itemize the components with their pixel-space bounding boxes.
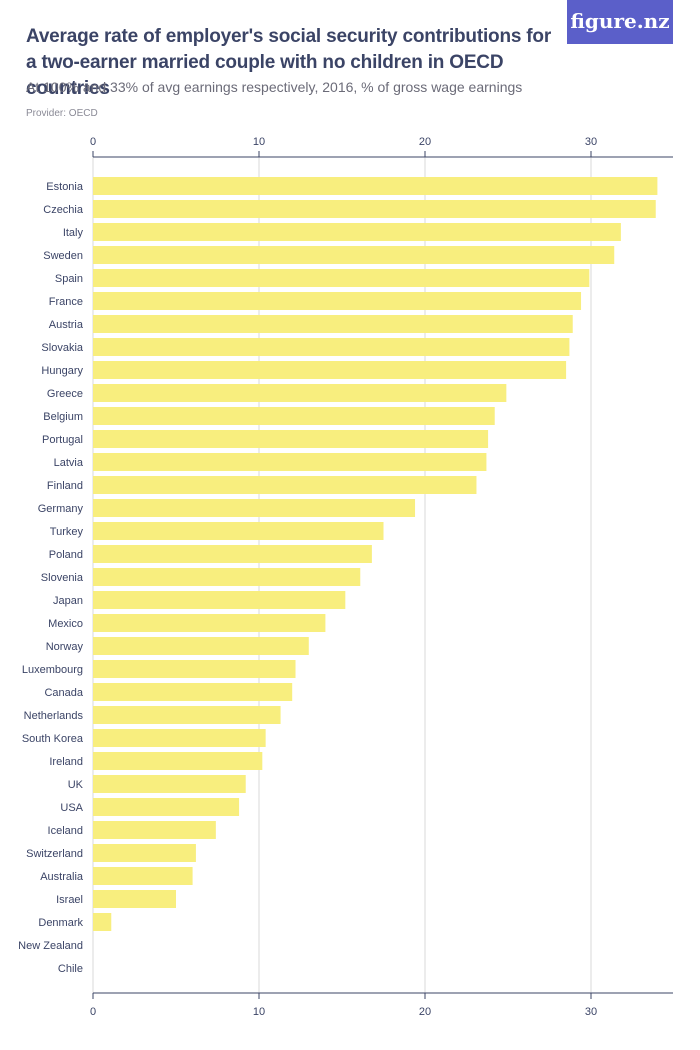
bar-uk: [93, 775, 246, 793]
bar-south-korea: [93, 729, 266, 747]
bar-poland: [93, 545, 372, 563]
category-label: Ireland: [49, 756, 83, 768]
bar-spain: [93, 269, 590, 287]
bar-finland: [93, 476, 477, 494]
bar-japan: [93, 591, 346, 609]
bar-italy: [93, 223, 621, 241]
category-label: Austria: [49, 319, 84, 331]
bar-portugal: [93, 430, 489, 448]
category-label: Norway: [46, 641, 84, 653]
bar-slovakia: [93, 338, 570, 356]
bar-australia: [93, 867, 193, 885]
category-label: Japan: [53, 595, 83, 607]
bar-sweden: [93, 246, 615, 264]
bar-canada: [93, 683, 293, 701]
category-label: Finland: [47, 480, 83, 492]
category-label: Hungary: [41, 365, 83, 377]
bar-germany: [93, 499, 416, 517]
bar-usa: [93, 798, 240, 816]
provider-label: Provider: OECD: [26, 108, 98, 119]
category-label: Portugal: [42, 434, 83, 446]
category-label: Poland: [49, 549, 83, 561]
category-label: Italy: [63, 227, 84, 239]
category-label: Germany: [38, 503, 84, 515]
category-label: Estonia: [46, 181, 84, 193]
bar-norway: [93, 637, 309, 655]
tick-label-top: 30: [585, 136, 597, 148]
category-label: Slovenia: [41, 572, 84, 584]
category-label: Israel: [56, 894, 83, 906]
category-label: Canada: [44, 687, 83, 699]
figure-nz-logo[interactable]: figure.nz: [567, 0, 673, 44]
tick-label-top: 0: [90, 136, 96, 148]
bar-austria: [93, 315, 573, 333]
category-label: South Korea: [22, 733, 84, 745]
tick-label-bottom: 30: [585, 1006, 597, 1018]
bar-ireland: [93, 752, 263, 770]
bar-denmark: [93, 913, 112, 931]
category-label: Denmark: [38, 917, 83, 929]
category-label: Greece: [47, 388, 83, 400]
chart-title: Average rate of employer's social securi…: [26, 26, 552, 99]
tick-label-top: 10: [253, 136, 265, 148]
category-label: Slovakia: [41, 342, 83, 354]
category-label: Latvia: [54, 457, 84, 469]
category-label: Australia: [40, 871, 84, 883]
category-label: Iceland: [48, 825, 83, 837]
category-label: Turkey: [50, 526, 84, 538]
category-label: Belgium: [43, 411, 83, 423]
bar-estonia: [93, 177, 658, 195]
bar-france: [93, 292, 582, 310]
chart-subtitle: At 100% and 33% of avg earnings respecti…: [26, 79, 523, 95]
bar-greece: [93, 384, 507, 402]
category-label: Spain: [55, 273, 83, 285]
tick-label-top: 20: [419, 136, 431, 148]
category-label: Luxembourg: [22, 664, 83, 676]
bar-mexico: [93, 614, 326, 632]
category-label: Netherlands: [24, 710, 84, 722]
axes: 0 0 10 10 20 20 30 30: [90, 136, 673, 1018]
bar-netherlands: [93, 706, 281, 724]
category-label: Chile: [58, 963, 83, 975]
category-label: UK: [68, 779, 84, 791]
category-label: France: [49, 296, 83, 308]
bar-latvia: [93, 453, 487, 471]
category-label: USA: [60, 802, 83, 814]
bar-luxembourg: [93, 660, 296, 678]
bar-czechia: [93, 200, 656, 218]
bar-hungary: [93, 361, 567, 379]
tick-label-bottom: 10: [253, 1006, 265, 1018]
category-label: Czechia: [43, 204, 84, 216]
category-labels: Estonia Czechia Italy Sweden Spain France Aust…: [18, 181, 84, 975]
bar-switzerland: [93, 844, 196, 862]
bars: [93, 177, 658, 931]
category-label: Sweden: [43, 250, 83, 262]
category-label: Mexico: [48, 618, 83, 630]
bar-slovenia: [93, 568, 361, 586]
category-label: New Zealand: [18, 940, 83, 952]
tick-label-bottom: 20: [419, 1006, 431, 1018]
tick-label-bottom: 0: [90, 1006, 96, 1018]
bar-turkey: [93, 522, 384, 540]
bar-israel: [93, 890, 176, 908]
bar-iceland: [93, 821, 216, 839]
bar-belgium: [93, 407, 495, 425]
category-label: Switzerland: [26, 848, 83, 860]
